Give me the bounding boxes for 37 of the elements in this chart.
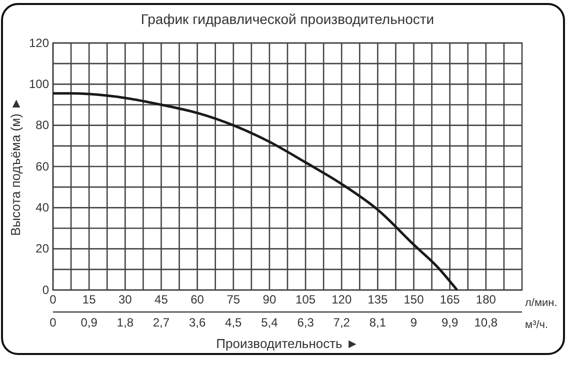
chart-title: График гидравлической производительности xyxy=(140,11,434,27)
x2-tick-label: 0,9 xyxy=(80,316,98,330)
x-tick-label: 75 xyxy=(226,292,240,307)
x-tick-label: 45 xyxy=(154,292,168,307)
y-tick-label: 120 xyxy=(28,36,50,50)
x2-tick-label: 7,2 xyxy=(333,316,350,330)
x2-tick-label: 1,8 xyxy=(116,316,134,330)
x2-tick-label: 9 xyxy=(410,316,418,330)
x2-tick-label: 9,9 xyxy=(442,316,459,330)
x2-tick-label: 2,7 xyxy=(152,316,170,330)
text: л/мин. xyxy=(525,297,558,309)
x-tick-label: 180 xyxy=(476,292,496,307)
y-tick-label: 0 xyxy=(42,282,50,297)
x-tick-label: 165 xyxy=(440,292,460,307)
y-tick-label: 40 xyxy=(36,200,50,215)
x2-tick-label: 4,5 xyxy=(225,316,242,330)
x-tick-label: 105 xyxy=(296,292,316,307)
y-tick-label: 100 xyxy=(28,77,50,92)
line-series xyxy=(52,92,458,292)
text: м³/ч. xyxy=(525,319,548,331)
x2-tick-label: 6,3 xyxy=(297,316,314,330)
x-tick-label: 60 xyxy=(190,292,204,307)
y-tick-label: 20 xyxy=(36,242,50,256)
x-tick-label: 90 xyxy=(262,292,276,307)
x2-tick-label: 10,8 xyxy=(474,316,498,330)
x-tick-label: 30 xyxy=(118,292,132,307)
y-tick-label: 60 xyxy=(36,159,50,174)
x2-tick-label: 8,1 xyxy=(369,316,386,330)
x-tick-label: 135 xyxy=(368,292,388,307)
x-tick-label: 120 xyxy=(332,292,352,307)
y-axis-title: Высота подъёма (м) ► xyxy=(8,97,23,236)
x-axis-title: Производительность ► xyxy=(216,336,359,351)
x2-tick-label: 5,4 xyxy=(261,316,278,330)
x2-tick-label: 3,6 xyxy=(188,316,206,330)
x-tick-label: 15 xyxy=(82,292,96,307)
y-tick-label: 80 xyxy=(36,118,50,132)
x-tick-label: 150 xyxy=(404,292,424,307)
